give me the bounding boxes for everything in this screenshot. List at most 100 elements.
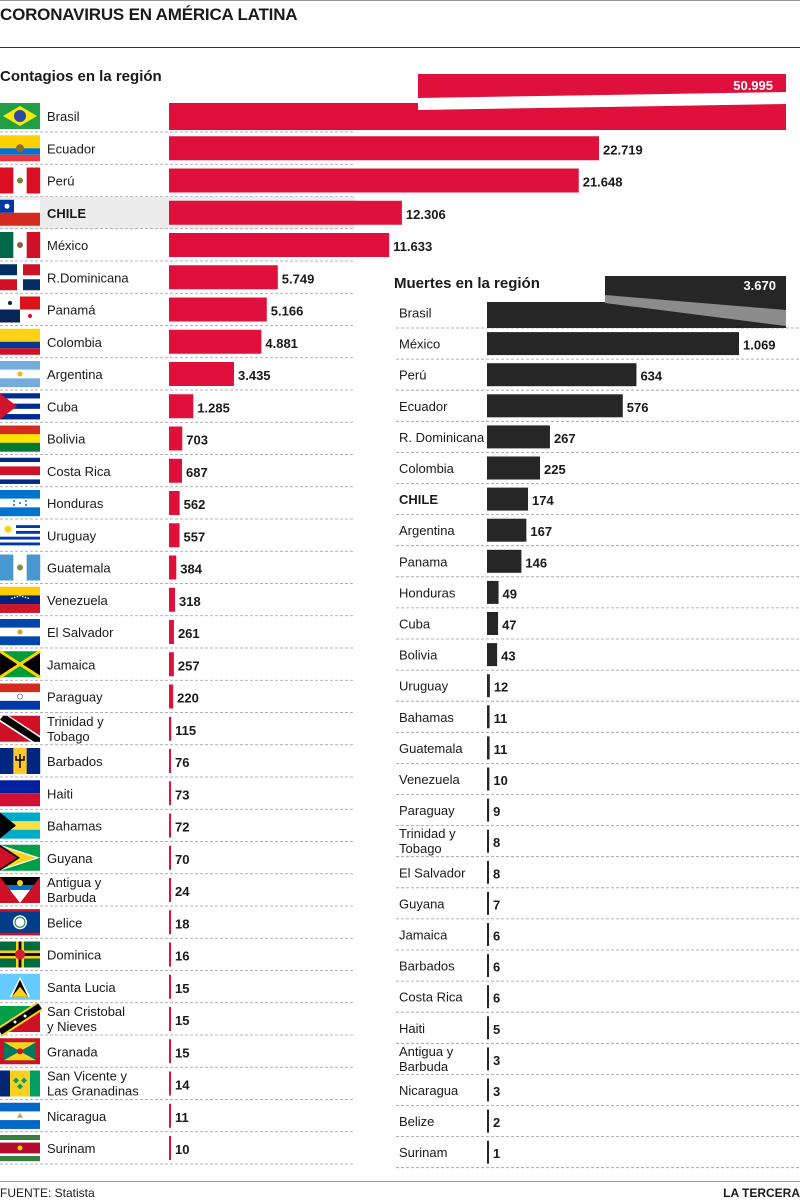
country-label: Paraguay xyxy=(399,803,455,818)
bar-label: 3.435 xyxy=(238,368,271,383)
country-label: Antigua y xyxy=(47,875,102,890)
cases-row: Argentina 3.435 xyxy=(0,361,355,391)
flag-peru-icon xyxy=(0,167,41,194)
flag-honduras-icon xyxy=(0,490,40,517)
bar xyxy=(169,265,278,290)
country-label: Haiti xyxy=(399,1021,425,1036)
cases-row: Honduras 562 xyxy=(0,490,355,520)
bar-label: 5 xyxy=(493,1022,500,1037)
bar xyxy=(487,394,623,418)
country-label: México xyxy=(399,337,440,352)
flag-guyana-icon xyxy=(0,844,40,871)
flag-costa-rica-icon xyxy=(0,457,40,484)
flag-granada-icon xyxy=(0,1038,40,1065)
cases-row: R.Dominicana 5.749 xyxy=(0,264,355,294)
deaths-row: Paraguay 9 xyxy=(396,798,800,826)
top-rule xyxy=(0,0,800,1)
bar-label: 687 xyxy=(186,465,208,480)
bar-label: 8 xyxy=(493,835,500,850)
cases-row: Bolivia 703 xyxy=(0,425,355,455)
bar-label: 49 xyxy=(503,586,517,601)
cases-row: Bahamas 72 xyxy=(0,812,355,842)
country-label: Brasil xyxy=(47,109,80,124)
bar xyxy=(487,1140,489,1164)
source-note: FUENTE: Statista xyxy=(0,1186,95,1200)
bar xyxy=(169,458,183,483)
bar xyxy=(169,329,262,354)
bar xyxy=(169,200,402,225)
flag-surinam-icon xyxy=(0,1135,40,1162)
bar xyxy=(169,813,171,838)
bar-label: 576 xyxy=(627,400,649,415)
country-label: Guatemala xyxy=(47,561,111,576)
country-label: Nicaragua xyxy=(47,1109,107,1124)
country-label: Argentina xyxy=(47,367,103,382)
bar-label: 5.749 xyxy=(282,271,315,286)
country-label: Trinidad y xyxy=(399,826,456,841)
bar xyxy=(487,549,522,573)
bar-break xyxy=(605,295,786,326)
bar xyxy=(169,587,176,612)
deaths-row: Haiti 5 xyxy=(396,1016,800,1044)
bar xyxy=(169,233,390,257)
country-label-line2: Tobago xyxy=(399,841,442,856)
flag-santa-lucia-icon xyxy=(0,973,40,1000)
country-label: Dominica xyxy=(47,948,102,963)
footer-rule xyxy=(0,1181,800,1182)
bar xyxy=(169,1039,171,1064)
bar-label: 47 xyxy=(502,618,516,633)
bar-label: 174 xyxy=(532,493,554,508)
country-label: Cuba xyxy=(47,399,79,414)
country-label: Bahamas xyxy=(47,819,102,834)
country-label: R. Dominicana xyxy=(399,430,485,445)
flag-nicaragua-icon xyxy=(0,1102,40,1129)
country-label: Bahamas xyxy=(399,710,454,725)
bar-label: 384 xyxy=(180,562,202,577)
bar-label: 43 xyxy=(501,649,515,664)
bar xyxy=(169,781,171,806)
bar-label: 14 xyxy=(175,1078,190,1093)
bar-label: 3 xyxy=(493,1084,500,1099)
country-label: R.Dominicana xyxy=(47,270,129,285)
bar xyxy=(169,394,194,419)
country-label: Belice xyxy=(47,915,82,930)
deaths-row: Perú 634 xyxy=(396,363,800,391)
deaths-row: Surinam 1 xyxy=(396,1140,800,1169)
flag-el-salvador-icon xyxy=(0,619,40,646)
country-label: Santa Lucia xyxy=(47,980,116,995)
bar xyxy=(487,736,490,760)
bar xyxy=(487,456,541,480)
flag-antigua-y-barbuda-icon xyxy=(0,877,40,903)
bar-label: 1.069 xyxy=(743,338,776,353)
bar-label: 257 xyxy=(178,658,200,673)
bar-label: 24 xyxy=(175,884,190,899)
bar-label: 703 xyxy=(186,433,208,448)
country-label: CHILE xyxy=(399,492,438,507)
deaths-row: Honduras 49 xyxy=(396,580,800,609)
cases-row: Colombia 4.881 xyxy=(0,328,355,359)
cases-row: Nicaragua 11 xyxy=(0,1102,355,1133)
bar-label: 267 xyxy=(554,431,576,446)
country-label: Perú xyxy=(47,174,74,189)
flag-trinidad-y-tobago-icon xyxy=(0,715,40,742)
country-label: Barbados xyxy=(47,754,103,769)
cases-row: Uruguay 557 xyxy=(0,522,355,552)
bar-label: 4.881 xyxy=(265,336,298,351)
deaths-row: El Salvador 8 xyxy=(396,860,800,889)
bar-label: 9 xyxy=(493,804,500,819)
cases-row: Panamá 5.166 xyxy=(0,296,355,326)
bar-label: 15 xyxy=(175,1013,189,1028)
cases-row: Perú 21.648 xyxy=(0,167,622,197)
bar-label: 10 xyxy=(175,1142,189,1157)
deaths-row: Guyana 7 xyxy=(396,891,800,920)
deaths-row: Venezuela 10 xyxy=(396,767,800,795)
deaths-row: Brasil 3.670 xyxy=(396,276,800,329)
country-label: Haiti xyxy=(47,786,73,801)
bar xyxy=(169,652,174,677)
flag-r-dominicana-icon xyxy=(0,264,40,291)
bar xyxy=(487,643,498,667)
bar xyxy=(169,555,177,580)
country-label: Jamaica xyxy=(399,928,448,943)
bar xyxy=(169,491,180,515)
